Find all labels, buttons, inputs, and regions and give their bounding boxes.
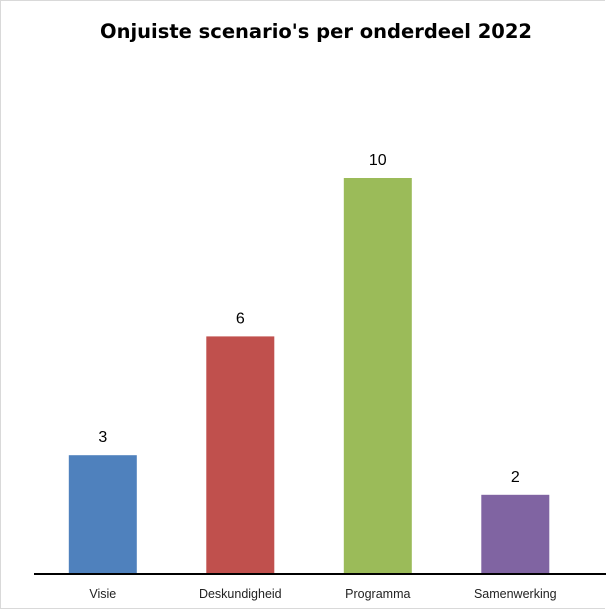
category-labels-group: Visie Deskundigheid Programma Samenwerking — [89, 587, 556, 601]
category-label-programma: Programma — [345, 587, 410, 601]
bar-programma — [343, 178, 412, 574]
bar-visie — [68, 455, 137, 574]
category-label-visie: Visie — [89, 587, 116, 601]
category-label-samenwerking: Samenwerking — [474, 587, 557, 601]
bars-group — [68, 178, 550, 574]
data-labels-group: 3 6 10 2 — [98, 152, 520, 486]
bar-samenwerking — [481, 494, 550, 574]
data-label-visie: 3 — [98, 429, 107, 446]
data-label-programma: 10 — [369, 152, 387, 169]
category-label-deskundigheid: Deskundigheid — [199, 587, 282, 601]
chart-title: Onjuiste scenario's per onderdeel 2022 — [100, 20, 532, 43]
bar-deskundigheid — [206, 336, 275, 574]
data-label-samenwerking: 2 — [511, 469, 520, 486]
data-label-deskundigheid: 6 — [236, 310, 245, 327]
